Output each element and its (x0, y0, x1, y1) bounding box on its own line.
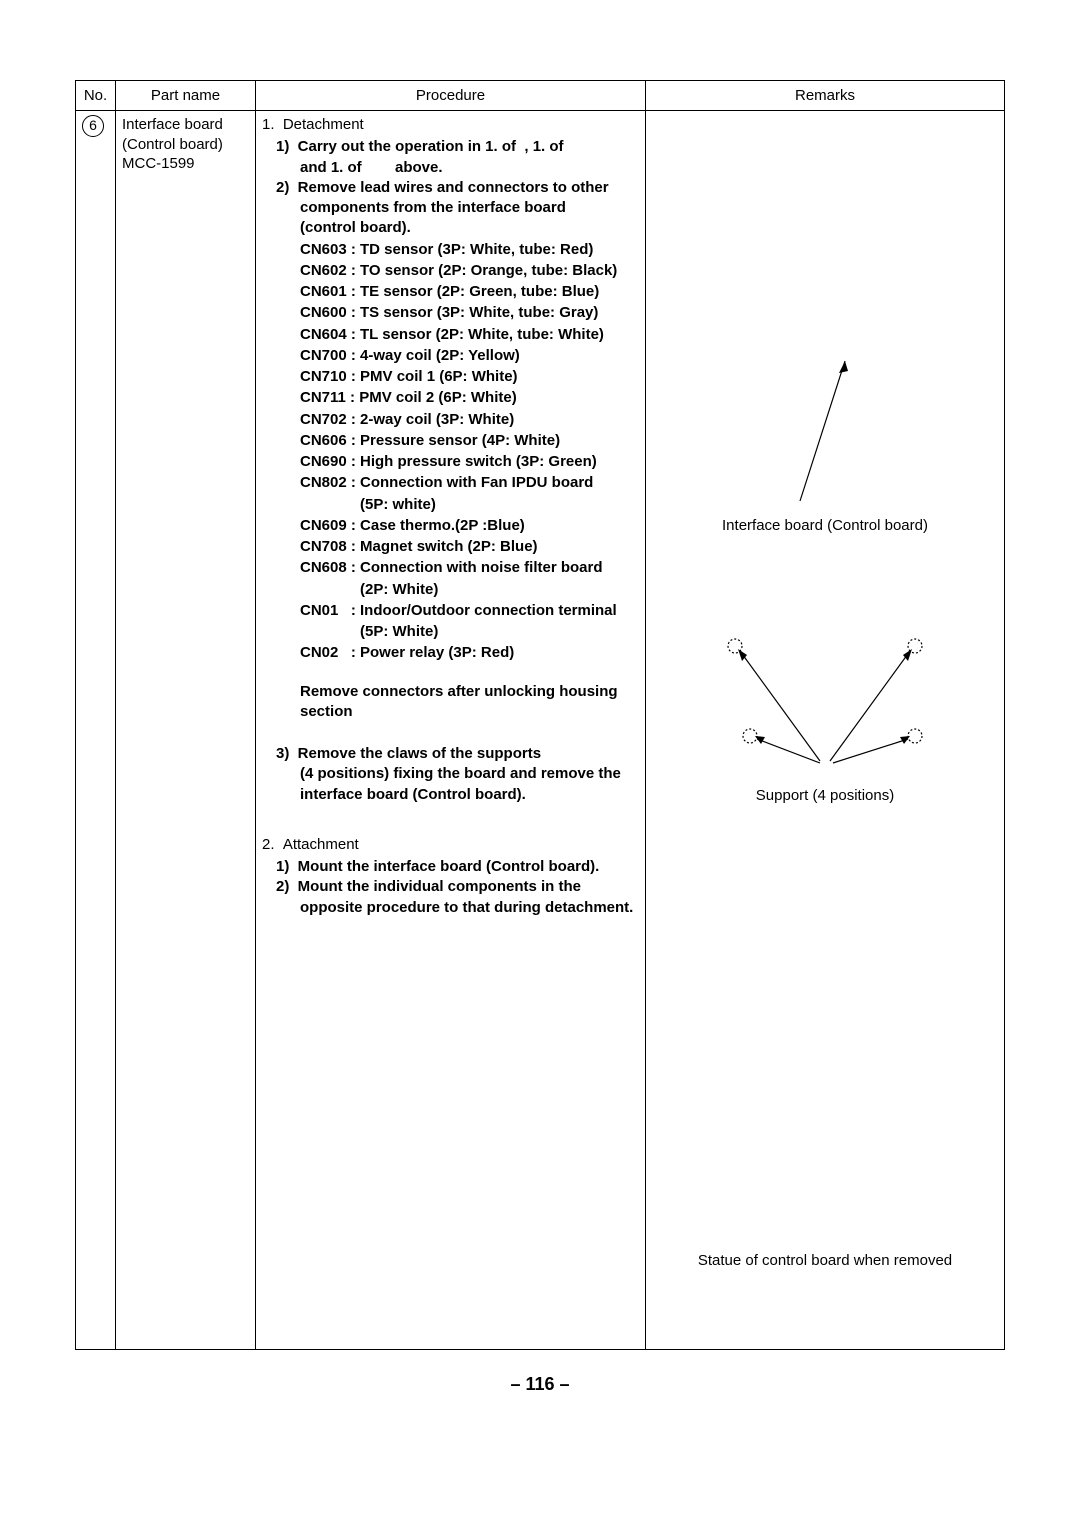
detachment-title: 1. Detachment (262, 115, 639, 135)
connector-line: CN710 : PMV coil 1 (6P: White) (262, 367, 639, 387)
connector-line: CN01 : Indoor/Outdoor connection termina… (262, 601, 639, 621)
connector-line: CN601 : TE sensor (2P: Green, tube: Blue… (262, 282, 639, 302)
connector-line: CN02 : Power relay (3P: Red) (262, 643, 639, 663)
circled-number: 6 (82, 115, 104, 137)
diagram-2-label: Support (4 positions) (646, 787, 1004, 804)
diagram-1-label: Interface board (Control board) (646, 517, 1004, 534)
cell-no: 6 (76, 111, 116, 1350)
connector-line: CN690 : High pressure switch (3P: Green) (262, 452, 639, 472)
header-no: No. (76, 81, 116, 111)
part-line-3: MCC-1599 (122, 154, 249, 174)
cell-remarks: Interface board (Control board) (646, 111, 1005, 1350)
a2a-text: 2) Mount the individual components in th… (276, 878, 581, 895)
header-procedure: Procedure (256, 81, 646, 111)
connector-line: CN600 : TS sensor (3P: White, tube: Gray… (262, 303, 639, 323)
note-line-1: Remove connectors after unlocking housin… (262, 682, 639, 702)
a1-line: 1) Mount the interface board (Control bo… (262, 857, 639, 877)
connector-line: CN604 : TL sensor (2P: White, tube: Whit… (262, 325, 639, 345)
diagram-3-label: Statue of control board when removed (646, 1252, 1004, 1269)
note-line-2: section (262, 702, 639, 722)
d1-line-b: and 1. of above. (300, 159, 443, 176)
connector-line: CN700 : 4-way coil (2P: Yellow) (262, 346, 639, 366)
d2-line-a: 2) Remove lead wires and connectors to o… (276, 179, 609, 196)
page-container: No. Part name Procedure Remarks 6 Interf… (0, 0, 1080, 1435)
d3b-text: (4 positions) fixing the board and remov… (276, 764, 639, 784)
connector-line: CN708 : Magnet switch (2P: Blue) (262, 537, 639, 557)
a2b-text: opposite procedure to that during detach… (276, 898, 639, 918)
d2-line-c: (control board). (300, 219, 411, 236)
connector-line: CN602 : TO sensor (2P: Orange, tube: Bla… (262, 261, 639, 281)
arrow-diagram-icon (765, 351, 885, 511)
diagram-2: Support (4 positions) (646, 631, 1004, 804)
connector-line: CN608 : Connection with noise filter boa… (262, 558, 639, 578)
connector-line: CN802 : Connection with Fan IPDU board (262, 473, 639, 493)
attachment-title: 2. Attachment (262, 835, 639, 855)
connector-line: CN702 : 2-way coil (3P: White) (262, 410, 639, 430)
connector-line: CN711 : PMV coil 2 (6P: White) (262, 388, 639, 408)
part-line-1: Interface board (122, 115, 249, 135)
d3a-text: 3) Remove the claws of the supports (276, 745, 541, 762)
connector-sub: (5P: white) (262, 495, 639, 515)
a2-line: 2) Mount the individual components in th… (262, 877, 639, 918)
diagram-1: Interface board (Control board) (646, 351, 1004, 534)
cell-procedure: 1. Detachment 1) Carry out the operation… (256, 111, 646, 1350)
d1-line-a: 1) Carry out the operation in 1. of , 1.… (276, 138, 564, 155)
procedure-table: No. Part name Procedure Remarks 6 Interf… (75, 80, 1005, 1350)
cell-part-name: Interface board (Control board) MCC-1599 (116, 111, 256, 1350)
support-diagram-icon (705, 631, 945, 781)
header-part: Part name (116, 81, 256, 111)
connector-sub: (5P: White) (262, 622, 639, 642)
d3-line-a: 3) Remove the claws of the supports (4 p… (262, 744, 639, 805)
header-remarks: Remarks (646, 81, 1005, 111)
page-number: – 116 – (75, 1374, 1005, 1395)
connector-line: CN603 : TD sensor (3P: White, tube: Red) (262, 240, 639, 260)
connector-line: CN609 : Case thermo.(2P :Blue) (262, 516, 639, 536)
d2-line-b: components from the interface board (300, 199, 566, 216)
part-line-2: (Control board) (122, 135, 249, 155)
connector-sub: (2P: White) (262, 580, 639, 600)
connector-line: CN606 : Pressure sensor (4P: White) (262, 431, 639, 451)
d3c-text: interface board (Control board). (276, 785, 639, 805)
table-row: 6 Interface board (Control board) MCC-15… (76, 111, 1005, 1350)
table-header-row: No. Part name Procedure Remarks (76, 81, 1005, 111)
